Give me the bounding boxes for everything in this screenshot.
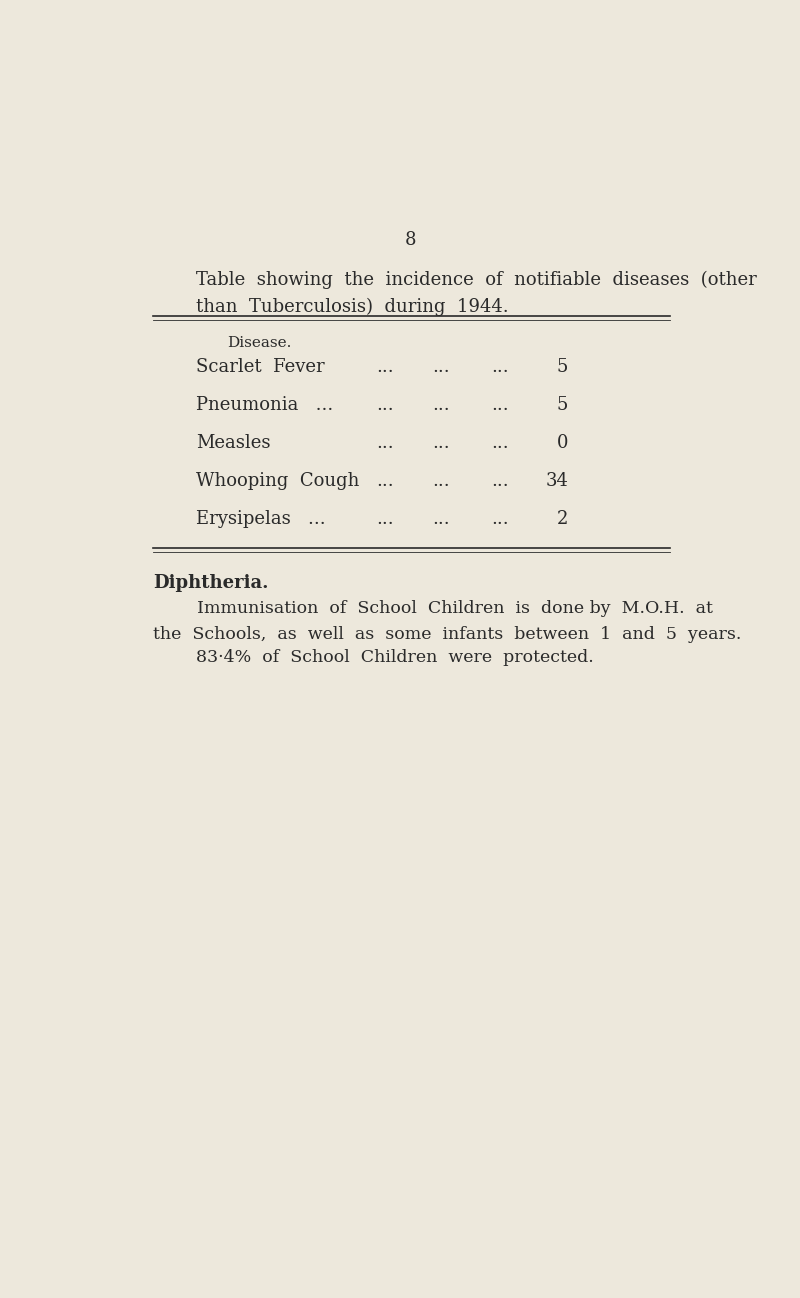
Text: ...: ...	[376, 396, 394, 414]
Text: Pneumonia   ...: Pneumonia ...	[196, 396, 334, 414]
Text: 34: 34	[546, 471, 568, 489]
Text: 83·4%  of  School  Children  were  protected.: 83·4% of School Children were protected.	[196, 649, 594, 666]
Text: Whooping  Cough: Whooping Cough	[196, 471, 359, 489]
Text: ...: ...	[376, 471, 394, 489]
Text: ...: ...	[376, 434, 394, 452]
Text: Measles: Measles	[196, 434, 270, 452]
Text: Diphtheria.: Diphtheria.	[153, 574, 268, 592]
Text: ...: ...	[376, 510, 394, 527]
Text: Table  showing  the  incidence  of  notifiable  diseases  (other: Table showing the incidence of notifiabl…	[196, 271, 757, 289]
Text: 0: 0	[557, 434, 568, 452]
Text: ...: ...	[432, 510, 450, 527]
Text: 8: 8	[404, 231, 416, 249]
Text: 5: 5	[557, 358, 568, 375]
Text: ...: ...	[432, 358, 450, 375]
Text: 2: 2	[557, 510, 568, 527]
Text: ...: ...	[491, 471, 509, 489]
Text: ...: ...	[491, 434, 509, 452]
Text: the  Schools,  as  well  as  some  infants  between  1  and  5  years.: the Schools, as well as some infants bet…	[153, 626, 741, 643]
Text: 5: 5	[557, 396, 568, 414]
Text: Disease.: Disease.	[227, 336, 291, 349]
Text: ...: ...	[491, 510, 509, 527]
Text: ...: ...	[491, 396, 509, 414]
Text: than  Tuberculosis)  during  1944.: than Tuberculosis) during 1944.	[196, 297, 509, 315]
Text: Scarlet  Fever: Scarlet Fever	[196, 358, 325, 375]
Text: Immunisation  of  School  Children  is  done by  M.O.H.  at: Immunisation of School Children is done …	[153, 600, 713, 617]
Text: ...: ...	[432, 434, 450, 452]
Text: Erysipelas   ...: Erysipelas ...	[196, 510, 326, 527]
Text: ...: ...	[376, 358, 394, 375]
Text: ...: ...	[432, 396, 450, 414]
Text: ...: ...	[491, 358, 509, 375]
Text: ...: ...	[432, 471, 450, 489]
